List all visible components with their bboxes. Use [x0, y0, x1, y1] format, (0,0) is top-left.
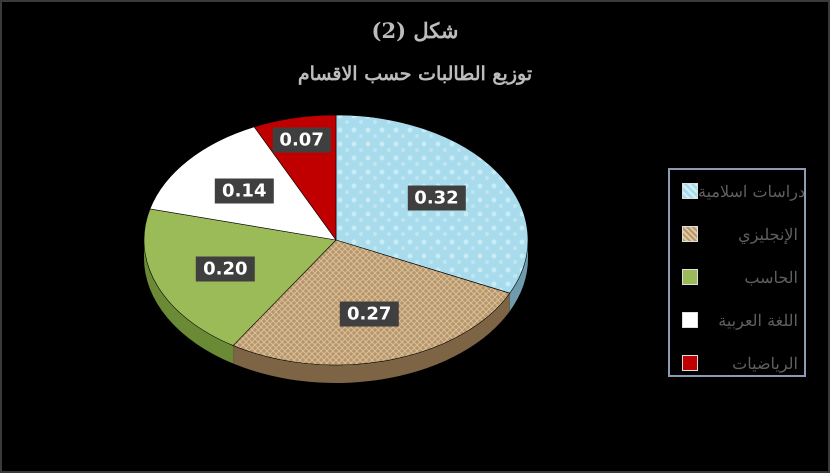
pie-slice-side-1 — [233, 293, 510, 383]
legend-label: الحاسب — [744, 267, 798, 287]
chart-subtitle: توزيع الطالبات حسب الاقسام — [297, 63, 533, 85]
legend-label: دراسات اسلامية — [698, 181, 806, 201]
legend-swatch — [682, 269, 698, 285]
legend-swatch — [682, 355, 698, 371]
legend-label: الرياضيات — [732, 353, 798, 373]
data-label-دراسات-اسلامية: 0.32 — [407, 185, 466, 211]
legend-item-دراسات-اسلامية: دراسات اسلامية — [682, 178, 805, 204]
legend-item-اللغة-العربية: اللغة العربية — [682, 307, 798, 333]
data-label-الإنجليزي: 0.27 — [339, 301, 399, 327]
chart-title: شكل (2) — [371, 18, 459, 43]
legend-label: اللغة العربية — [718, 310, 798, 330]
legend-item-الإنجليزي: الإنجليزي — [682, 221, 798, 247]
legend-swatch — [682, 183, 698, 199]
legend-swatch — [682, 312, 698, 328]
data-label-الحاسب: 0.20 — [196, 256, 255, 282]
pie-slice-side-2 — [144, 240, 234, 364]
data-label-اللغة-العربية: 0.14 — [215, 178, 274, 204]
legend-label: الإنجليزي — [738, 224, 798, 244]
legend-swatch — [682, 226, 698, 242]
legend-item-الحاسب: الحاسب — [682, 264, 798, 290]
legend: دراسات اسلامية الإنجليزي الحاسب اللغة العرب… — [668, 168, 806, 377]
data-label-الرياضيات: 0.07 — [272, 127, 331, 153]
legend-item-الرياضيات: الرياضيات — [682, 350, 798, 376]
pie-slice-side-0 — [509, 240, 528, 312]
